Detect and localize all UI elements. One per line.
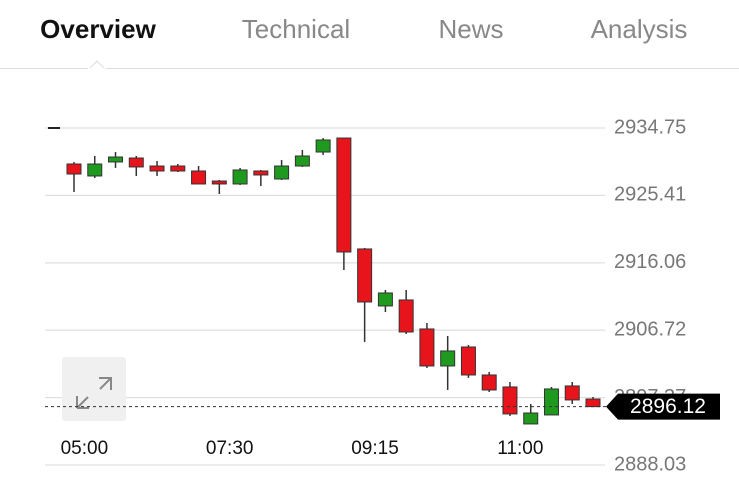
- candle-body: [274, 165, 290, 180]
- candle-body: [523, 412, 539, 425]
- expand-button[interactable]: [62, 357, 126, 421]
- notch-cover: [88, 68, 106, 70]
- candle-body: [294, 155, 310, 167]
- candle-body: [232, 169, 248, 185]
- y-tick-label: 2934.75: [614, 116, 686, 138]
- candle-body: [543, 388, 559, 416]
- tab[interactable]: Analysis: [591, 14, 688, 44]
- candle-body: [128, 157, 144, 168]
- candle-body: [564, 385, 580, 401]
- x-tick-label: 07:30: [206, 438, 254, 459]
- tab[interactable]: Overview: [40, 14, 156, 44]
- candle-body: [440, 350, 456, 367]
- y-tick-label: 2916.06: [614, 251, 686, 273]
- candle-body: [585, 398, 601, 408]
- last-price-tag: [606, 393, 720, 420]
- last-price-label: 2896.12: [630, 395, 706, 418]
- candle-body: [419, 328, 435, 367]
- x-tick-label: 09:15: [351, 438, 399, 459]
- candle-body: [315, 139, 331, 153]
- candle-body: [149, 165, 165, 172]
- candle-body: [191, 170, 207, 185]
- candle-body: [460, 346, 476, 376]
- expand-icon: [76, 377, 112, 409]
- x-tick-label: 05:00: [61, 438, 109, 459]
- tab[interactable]: Technical: [242, 14, 350, 44]
- candle-body: [170, 165, 186, 172]
- y-tick-label: 2888.03: [614, 453, 686, 475]
- candle-body: [66, 163, 82, 175]
- tab-bar: [0, 0, 739, 68]
- y-tick-label: 2925.41: [614, 184, 686, 206]
- candle-body: [108, 156, 124, 163]
- y-tick-label: 2906.72: [614, 318, 686, 340]
- candle-body: [211, 180, 227, 185]
- tab[interactable]: News: [438, 14, 503, 44]
- candle-body: [481, 374, 497, 391]
- candle-body: [87, 163, 103, 177]
- candle-body: [398, 299, 414, 333]
- candle-body: [253, 170, 269, 176]
- candle-body: [377, 292, 393, 307]
- candle-body: [502, 386, 518, 415]
- candle-body: [336, 137, 352, 253]
- candle-body: [357, 248, 373, 303]
- x-tick-label: 11:00: [497, 438, 543, 459]
